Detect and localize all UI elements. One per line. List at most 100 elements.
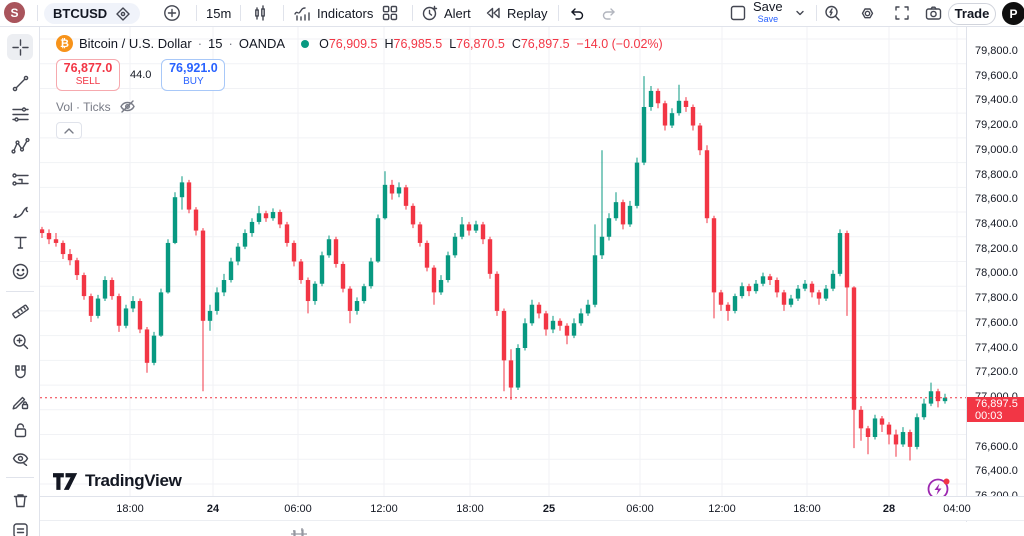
tradingview-logo-icon bbox=[53, 472, 78, 490]
candle-body bbox=[543, 313, 549, 330]
tool-ruler[interactable] bbox=[7, 298, 33, 324]
candle-body bbox=[480, 224, 486, 240]
candle-body bbox=[942, 397, 948, 402]
publish-button[interactable]: P bbox=[1002, 2, 1024, 25]
interval-button[interactable]: 15m bbox=[206, 0, 231, 26]
replay-icon bbox=[484, 4, 502, 22]
save-button[interactable]: Save Save bbox=[753, 0, 783, 25]
tool-xabcd-pattern[interactable] bbox=[7, 133, 33, 159]
legend-interval[interactable]: 15 bbox=[208, 36, 223, 51]
panel-square-icon[interactable] bbox=[729, 0, 747, 26]
alert-button[interactable]: Alert bbox=[421, 0, 471, 26]
candle-body bbox=[116, 296, 122, 326]
tool-hide-drawings[interactable] bbox=[7, 445, 33, 471]
save-menu-chevron-down-icon[interactable] bbox=[793, 0, 807, 26]
eye-slash-icon[interactable] bbox=[119, 98, 136, 115]
tool-emoji[interactable] bbox=[7, 258, 33, 284]
tool-crosshair[interactable] bbox=[7, 34, 33, 60]
candle-body bbox=[788, 298, 794, 305]
symbol-search-button[interactable]: BTCUSD bbox=[44, 3, 141, 24]
price-axis[interactable]: 79,800.0 79,600.0 79,400.0 79,200.0 79,000.0… bbox=[966, 27, 1024, 536]
quick-search-icon[interactable] bbox=[823, 0, 842, 26]
tool-lock-all[interactable] bbox=[7, 417, 33, 443]
candle-body bbox=[466, 224, 472, 231]
candle-body bbox=[179, 182, 185, 198]
tool-magnet[interactable] bbox=[7, 359, 33, 385]
candle-body bbox=[809, 283, 815, 293]
candle-body bbox=[431, 267, 437, 293]
candle-body bbox=[263, 213, 269, 219]
candle-body bbox=[634, 162, 640, 206]
redo-button[interactable] bbox=[600, 0, 618, 26]
candle-body bbox=[508, 360, 514, 388]
replay-button[interactable]: Replay bbox=[484, 0, 547, 26]
tool-remove-drawings[interactable] bbox=[7, 487, 33, 513]
candle-body bbox=[410, 205, 416, 225]
price-axis-label: 77,200.0 bbox=[975, 366, 1018, 379]
candle-body bbox=[578, 313, 584, 324]
compare-add-symbol-button[interactable] bbox=[163, 0, 181, 26]
tradingview-logo[interactable]: TradingView bbox=[53, 471, 182, 491]
screenshot-camera-icon[interactable] bbox=[924, 0, 943, 26]
indicators-button[interactable]: Indicators bbox=[293, 0, 373, 26]
symbol-title[interactable]: Bitcoin / U.S. Dollar bbox=[79, 36, 192, 51]
settings-icon[interactable] bbox=[858, 0, 877, 26]
legend-exchange[interactable]: OANDA bbox=[238, 36, 286, 51]
price-axis-label: 77,400.0 bbox=[975, 341, 1018, 354]
candle-body bbox=[144, 329, 150, 363]
sell-button[interactable]: 76,877.0 SELL bbox=[56, 59, 120, 91]
volume-indicator-row[interactable]: Vol · Ticks bbox=[56, 98, 663, 115]
fullscreen-icon[interactable] bbox=[893, 0, 911, 26]
candle-body bbox=[102, 280, 108, 299]
candle-body bbox=[284, 224, 290, 243]
time-axis-label: 06:00 bbox=[284, 503, 312, 515]
buy-button[interactable]: 76,921.0 BUY bbox=[161, 59, 226, 91]
symbol-flag-icon[interactable] bbox=[115, 6, 131, 22]
candle-body bbox=[564, 325, 570, 336]
tool-horizontal-lines[interactable] bbox=[7, 101, 33, 127]
candle-body bbox=[907, 432, 913, 447]
candle-body bbox=[473, 224, 479, 231]
time-axis-label: 18:00 bbox=[456, 503, 484, 515]
candle-body bbox=[676, 100, 682, 114]
candle-body bbox=[81, 275, 87, 297]
tool-trend-line[interactable] bbox=[7, 70, 33, 96]
candle-body bbox=[501, 310, 507, 361]
candle-body bbox=[256, 213, 262, 222]
current-price-value: 76,897.5 bbox=[975, 398, 1018, 411]
tool-brush[interactable] bbox=[7, 198, 33, 224]
flash-news-button[interactable] bbox=[926, 476, 952, 496]
candle-body bbox=[536, 304, 542, 314]
time-axis[interactable]: 18:00 24 06:00 12:00 18:00 25 06:00 12:00 18:00 2… bbox=[40, 496, 1024, 521]
save-status: Save bbox=[757, 14, 779, 24]
candle-body bbox=[137, 301, 143, 330]
layout-grid-button[interactable] bbox=[381, 0, 399, 26]
candle-body bbox=[879, 418, 885, 425]
toolbar-separator bbox=[196, 5, 197, 21]
tool-object-tree[interactable] bbox=[7, 517, 33, 536]
partial-cutoff-icon bbox=[291, 528, 307, 536]
time-axis-label: 12:00 bbox=[708, 503, 736, 515]
chart-style-button[interactable] bbox=[251, 0, 269, 26]
candle-body bbox=[74, 260, 80, 276]
market-status-dot[interactable] bbox=[301, 39, 310, 48]
toolbar-separator bbox=[558, 5, 559, 21]
tool-text[interactable] bbox=[7, 229, 33, 255]
toolbar-separator bbox=[283, 5, 284, 21]
buy-label: BUY bbox=[183, 76, 204, 87]
candle-body bbox=[760, 276, 766, 284]
user-avatar[interactable]: S bbox=[4, 2, 25, 23]
candle-body bbox=[270, 212, 276, 219]
candle-body bbox=[627, 205, 633, 225]
collapse-legend-button[interactable] bbox=[56, 122, 82, 139]
tool-drawing-mode-lock[interactable] bbox=[7, 389, 33, 415]
price-axis-label: 79,400.0 bbox=[975, 94, 1018, 107]
tool-zoom-in[interactable] bbox=[7, 328, 33, 354]
undo-button[interactable] bbox=[568, 0, 586, 26]
tool-long-position[interactable] bbox=[7, 166, 33, 192]
candle-body bbox=[158, 292, 164, 336]
chart-pane[interactable]: ₿ Bitcoin / U.S. Dollar · 15 · OANDA O76… bbox=[40, 27, 966, 496]
candle-body bbox=[620, 202, 626, 225]
trade-button[interactable]: Trade bbox=[948, 2, 996, 25]
